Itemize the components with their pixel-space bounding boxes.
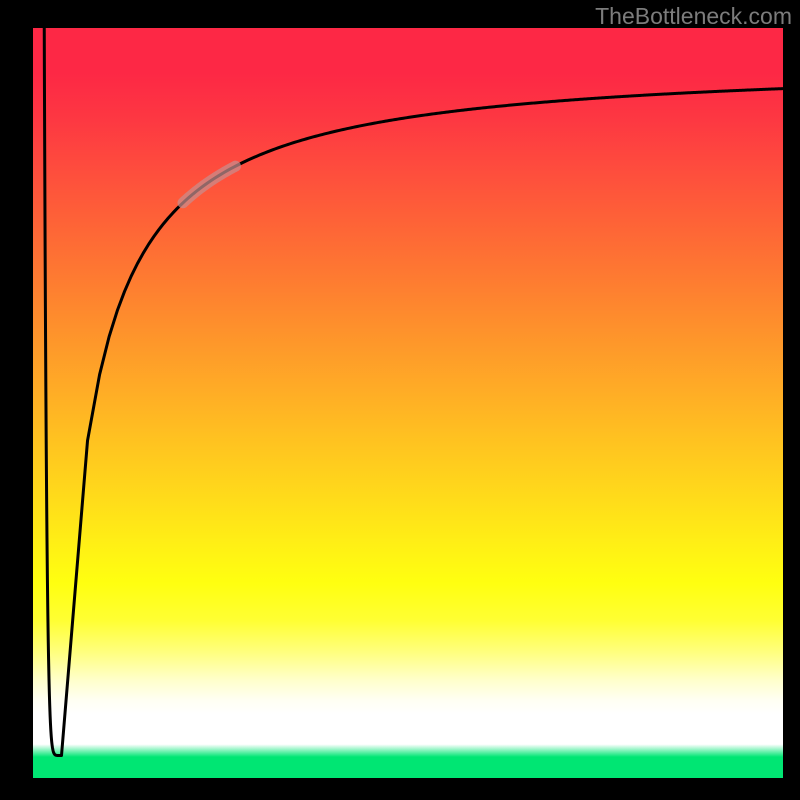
plot-area — [33, 28, 783, 778]
chart-svg — [0, 0, 800, 800]
chart-container: TheBottleneck.com — [0, 0, 800, 800]
